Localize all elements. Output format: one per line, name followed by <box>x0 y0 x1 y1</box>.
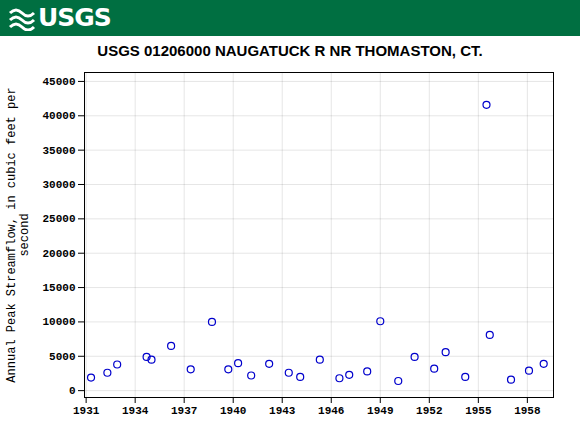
svg-text:10000: 10000 <box>42 316 75 328</box>
svg-text:15000: 15000 <box>42 282 75 294</box>
svg-text:1946: 1946 <box>318 405 344 417</box>
svg-text:0: 0 <box>69 385 76 397</box>
html-text:USGS: USGS <box>38 3 111 32</box>
svg-text:20000: 20000 <box>42 248 75 260</box>
svg-text:1931: 1931 <box>73 405 100 417</box>
svg-text:1958: 1958 <box>514 405 541 417</box>
svg-text:1943: 1943 <box>269 405 296 417</box>
svg-text:30000: 30000 <box>42 179 75 191</box>
svg-text:40000: 40000 <box>42 110 75 122</box>
svg-text:35000: 35000 <box>42 145 75 157</box>
svg-text:1955: 1955 <box>465 405 492 417</box>
html-text:Annual Peak Streamflow, in cub: Annual Peak Streamflow, in cubic feet pe… <box>5 86 32 383</box>
svg-text:1937: 1937 <box>171 405 197 417</box>
svg-text:1952: 1952 <box>416 405 442 417</box>
svg-text:25000: 25000 <box>42 213 75 225</box>
svg-text:45000: 45000 <box>42 76 75 88</box>
svg-text:5000: 5000 <box>49 351 75 363</box>
html-text:USGS 01206000 NAUGATUCK R NR T: USGS 01206000 NAUGATUCK R NR THOMASTON, … <box>97 42 483 59</box>
svg-text:1949: 1949 <box>367 405 393 417</box>
svg-text:1940: 1940 <box>220 405 246 417</box>
svg-text:1934: 1934 <box>122 405 149 417</box>
